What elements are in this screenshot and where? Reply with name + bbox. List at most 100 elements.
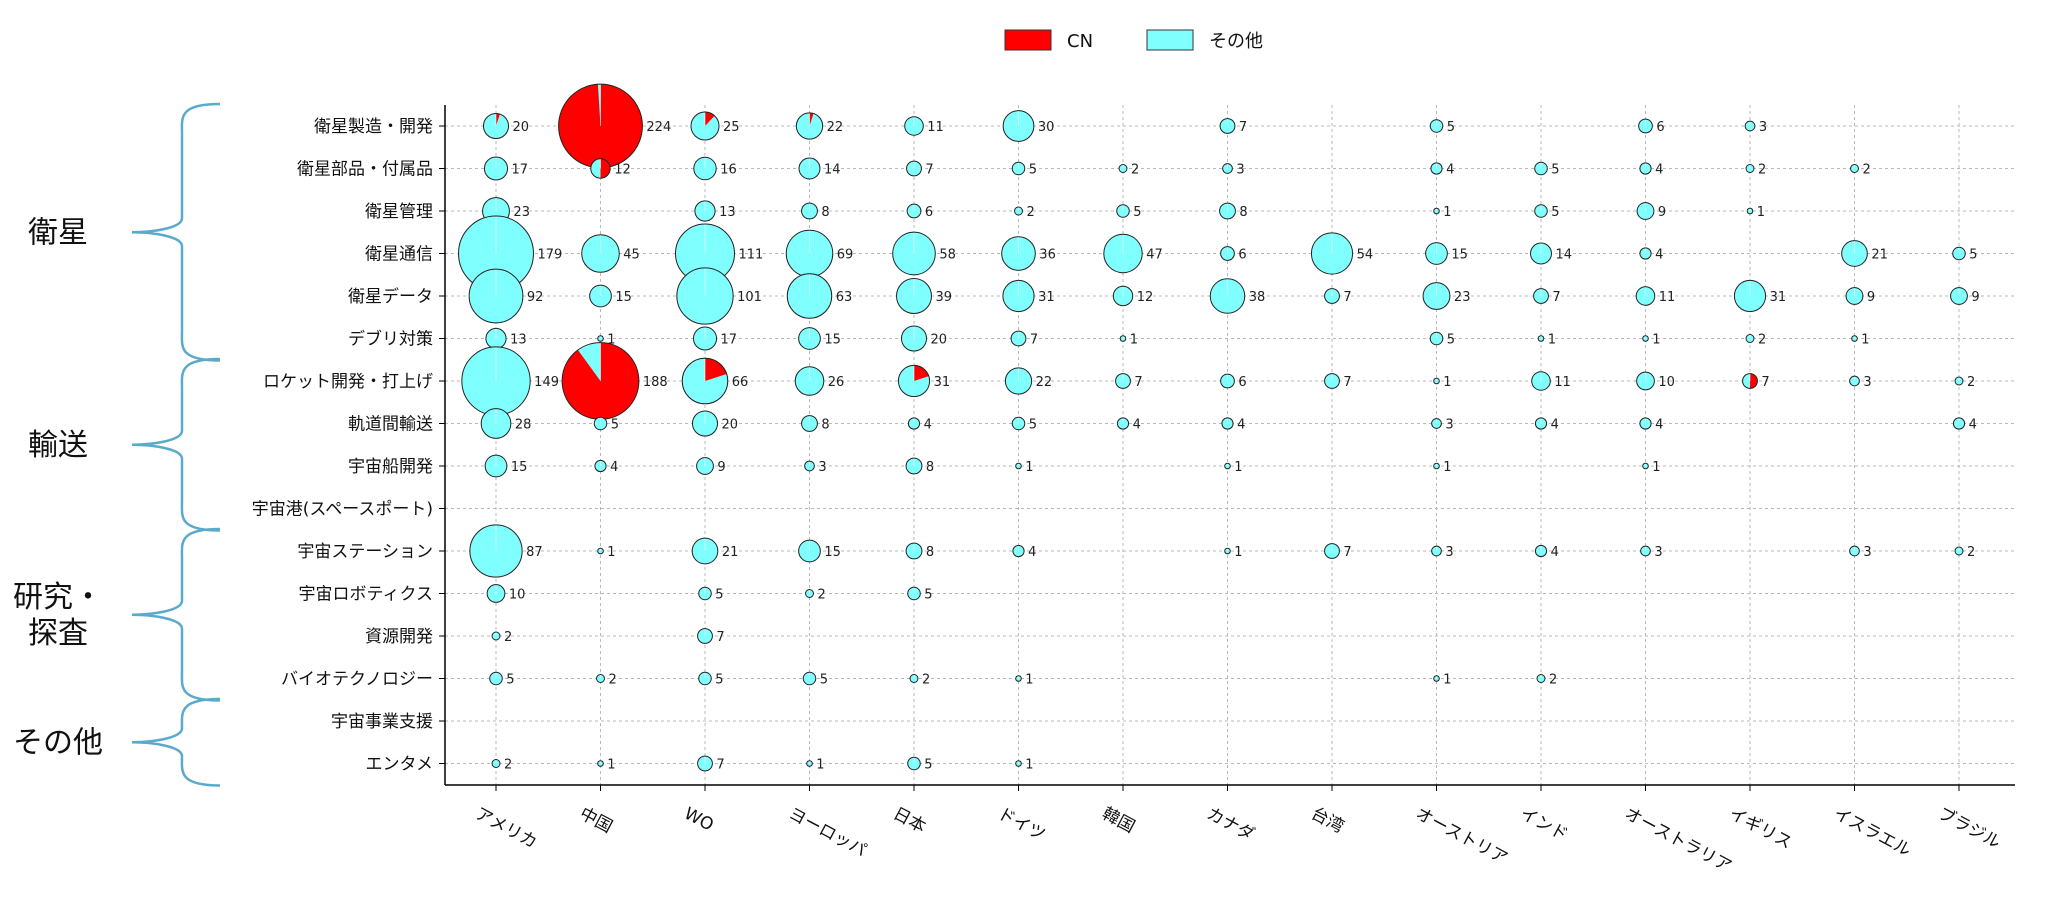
bubble-outline bbox=[1950, 287, 1968, 305]
bubble-outline bbox=[1635, 286, 1656, 306]
bubble: 5 bbox=[1534, 161, 1560, 178]
bubble: 7 bbox=[697, 755, 725, 773]
bubble: 2 bbox=[1014, 205, 1035, 220]
bubble: 15 bbox=[589, 284, 632, 308]
bubble-value-label: 4 bbox=[1969, 418, 1977, 433]
bubble-outline bbox=[469, 524, 523, 578]
bubble-value-label: 47 bbox=[1146, 248, 1163, 263]
group-label-line: 衛星 bbox=[28, 215, 88, 250]
bubble-outline bbox=[690, 111, 720, 141]
group-bracket bbox=[131, 102, 221, 362]
legend-swatch bbox=[1004, 29, 1052, 51]
bubble-value-label: 3 bbox=[1863, 375, 1871, 390]
bubble-outline bbox=[1002, 110, 1035, 142]
bubble: 13 bbox=[485, 327, 527, 350]
bubble-value-label: 3 bbox=[818, 460, 826, 475]
column-label: ヨーロッパ bbox=[785, 804, 869, 862]
bubble: 11 bbox=[1635, 286, 1676, 306]
bubble: 15 bbox=[1425, 242, 1468, 265]
bubble-value-label: 15 bbox=[615, 290, 632, 305]
bubble: 11 bbox=[904, 116, 944, 136]
bubble: 5 bbox=[1116, 204, 1142, 220]
bubble-value-label: 2 bbox=[1967, 375, 1975, 390]
bubble: 2 bbox=[1954, 375, 1975, 390]
bubble-outline bbox=[905, 457, 923, 475]
bubble-outline bbox=[1642, 335, 1649, 342]
bubble-value-label: 6 bbox=[1238, 248, 1246, 263]
bubble: 5 bbox=[593, 416, 619, 433]
bubble: 5 bbox=[907, 756, 933, 773]
bubble: 5 bbox=[1011, 161, 1037, 178]
bubble-outline bbox=[1011, 416, 1026, 431]
bubble-value-label: 1 bbox=[1443, 375, 1451, 390]
bubble-value-label: 3 bbox=[1654, 545, 1662, 560]
bubble-value-label: 1 bbox=[1548, 333, 1556, 348]
bubble-outline bbox=[486, 584, 506, 603]
bubble: 21 bbox=[1841, 240, 1888, 267]
bubble: 5 bbox=[802, 671, 828, 688]
bubble-value-label: 2 bbox=[1758, 333, 1766, 348]
bubble-outline bbox=[1954, 546, 1964, 556]
bubble: 5 bbox=[698, 671, 724, 688]
bubble-outline bbox=[1433, 377, 1440, 385]
bubble-value-label: 11 bbox=[1554, 375, 1571, 390]
bubble: 26 bbox=[794, 366, 844, 396]
bubble: 16 bbox=[693, 156, 737, 181]
bubble: 9 bbox=[1950, 287, 1980, 305]
bubble: 7 bbox=[1533, 288, 1561, 305]
bubble-value-label: 15 bbox=[824, 333, 841, 348]
bubble-value-label: 23 bbox=[513, 205, 530, 220]
bubble-value-label: 7 bbox=[1343, 290, 1351, 305]
bubble: 54 bbox=[1310, 232, 1373, 275]
bubble: 1 bbox=[1015, 460, 1034, 475]
bubble: 12 bbox=[1112, 285, 1153, 307]
bubble: 7 bbox=[1324, 288, 1352, 305]
bubble: 3 bbox=[1431, 418, 1454, 433]
bubble-value-label: 11 bbox=[1659, 290, 1676, 305]
bubble-outline bbox=[597, 547, 604, 555]
bubble: 5 bbox=[1011, 416, 1037, 433]
bubble-outline bbox=[1222, 163, 1233, 174]
bubble-value-label: 188 bbox=[643, 375, 668, 390]
bubble-value-label: 63 bbox=[836, 290, 853, 305]
column-label: インド bbox=[1517, 804, 1571, 846]
bubble-outline bbox=[1012, 544, 1025, 558]
bubble-outline bbox=[1431, 545, 1442, 557]
bubble: 7 bbox=[1115, 373, 1143, 390]
bubble-outline bbox=[1324, 543, 1340, 559]
bubble-value-label: 4 bbox=[1551, 545, 1559, 560]
bubble: 7 bbox=[1324, 543, 1352, 560]
bubble-value-label: 25 bbox=[723, 120, 740, 135]
group-label: 輸送 bbox=[28, 428, 88, 463]
bubble-outline bbox=[801, 415, 818, 432]
bubble-outline bbox=[1431, 418, 1442, 429]
bubble-value-label: 6 bbox=[1656, 120, 1664, 135]
bubble-value-label: 1 bbox=[1861, 333, 1869, 348]
bubble-value-label: 14 bbox=[824, 163, 841, 178]
bubble-value-label: 224 bbox=[646, 120, 671, 135]
bubble-outline bbox=[1851, 335, 1858, 342]
bubble: 1 bbox=[1746, 205, 1765, 220]
bubble-outline bbox=[897, 364, 931, 398]
bubble-cn-slice bbox=[600, 158, 611, 179]
row-labels: 衛星製造・開発衛星部品・付属品衛星管理衛星通信衛星データデブリ対策ロケット開発・… bbox=[252, 117, 433, 775]
bubble-value-label: 4 bbox=[610, 460, 618, 475]
bubble: 2 bbox=[805, 588, 826, 603]
column-labels: アメリカ 中国 WO ヨーロッパ 日本 ドイツ 韓国 カナダ 台湾 オーストリア インド オーストラリ… bbox=[472, 803, 2005, 877]
bubble-outline bbox=[581, 234, 620, 273]
bubble-outline bbox=[1220, 373, 1235, 389]
row-label: 衛星データ bbox=[348, 286, 433, 307]
bubble: 45 bbox=[581, 234, 640, 273]
bubble-value-label: 3 bbox=[1445, 418, 1453, 433]
bubble-value-label: 20 bbox=[931, 333, 948, 348]
bubble: 7 bbox=[697, 628, 725, 645]
bubble-value-label: 1 bbox=[607, 333, 615, 348]
bubble-outline bbox=[676, 267, 734, 325]
bubble-outline bbox=[691, 410, 719, 437]
bubble: 4 bbox=[1430, 162, 1454, 178]
bubble-outline bbox=[798, 157, 821, 180]
bubble-value-label: 1 bbox=[1025, 460, 1033, 475]
bubble-outline bbox=[1952, 246, 1966, 261]
row-label: デブリ対策 bbox=[348, 329, 433, 350]
bubble: 149 bbox=[461, 346, 559, 416]
